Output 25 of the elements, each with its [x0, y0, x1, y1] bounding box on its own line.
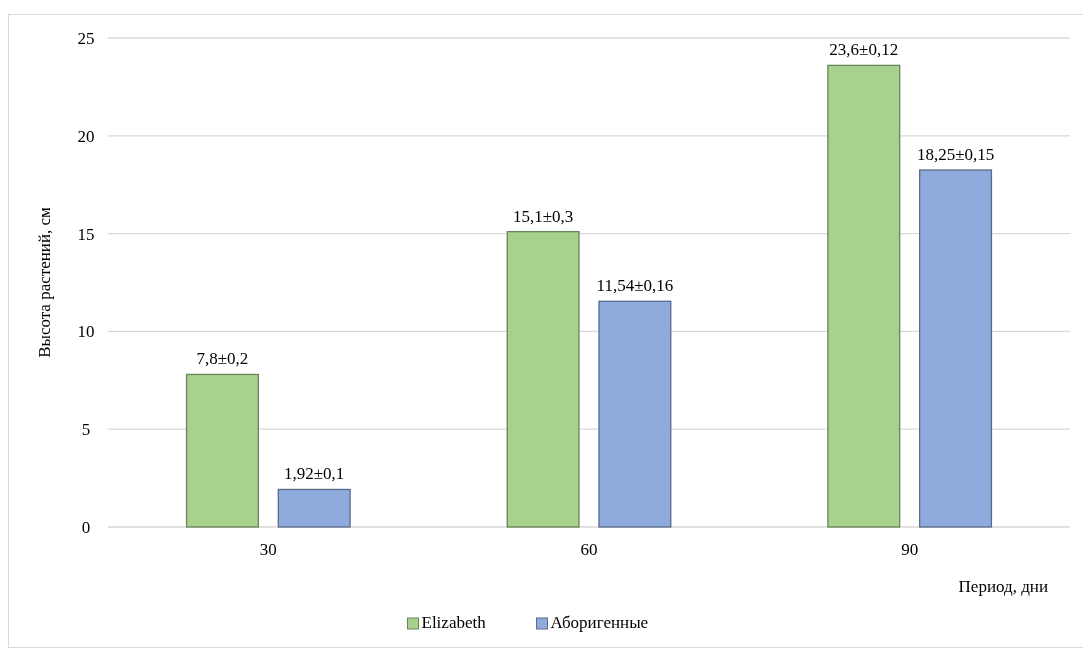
y-tick-label: 5 — [81, 420, 91, 440]
x-axis-title: Период, дни — [958, 577, 1048, 596]
y-tick-label: 0 — [81, 517, 91, 537]
y-tick-label: 10 — [77, 322, 95, 342]
data-label: 1,92±0,1 — [284, 464, 345, 484]
bar — [277, 488, 351, 528]
y-tick-label: 25 — [77, 28, 95, 48]
legend-label: Elizabeth — [421, 613, 487, 632]
y-tick-label: 15 — [77, 224, 95, 244]
data-label: 18,25±0,15 — [916, 145, 995, 165]
legend-label: Аборигенные — [550, 613, 649, 632]
data-label: 11,54±0,16 — [596, 276, 674, 296]
bar — [598, 300, 672, 528]
bar — [506, 230, 580, 528]
x-tick-label: 90 — [901, 540, 919, 559]
data-label: 15,1±0,3 — [512, 206, 574, 226]
bar — [185, 373, 259, 528]
x-tick-label: 30 — [259, 540, 277, 559]
data-label: 7,8±0,2 — [196, 349, 249, 369]
bar — [827, 64, 901, 528]
bar — [919, 169, 993, 528]
data-label: 23,6±0,12 — [829, 40, 899, 60]
y-tick-label: 20 — [77, 126, 95, 146]
x-tick-label: 60 — [580, 540, 598, 559]
y-axis-title: Высота растений, см — [35, 206, 54, 358]
